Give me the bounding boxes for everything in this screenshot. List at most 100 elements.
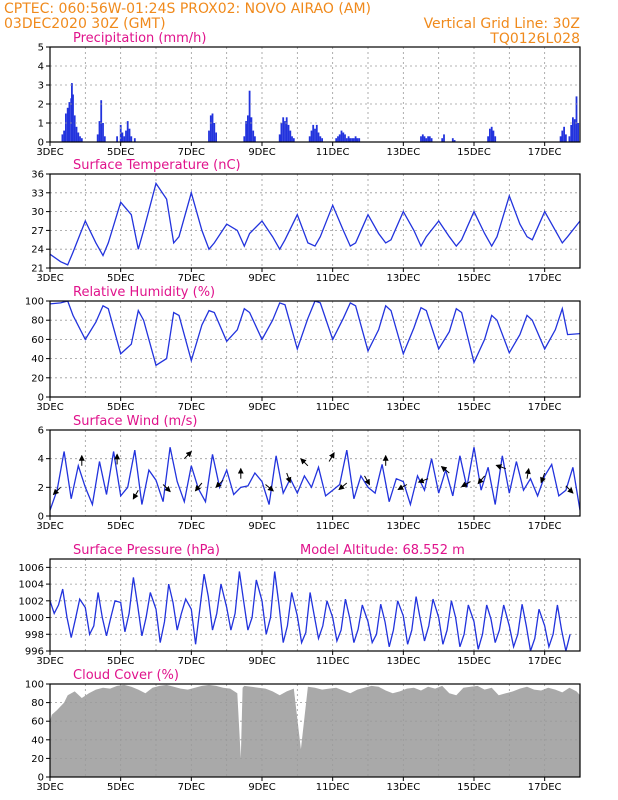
precip-xtick-label: 5DEC: [107, 147, 134, 158]
pres-xtick-label: 5DEC: [107, 656, 134, 667]
precip-bar: [100, 100, 103, 142]
precip-bar: [494, 136, 497, 142]
cloud-xtick-label: 5DEC: [107, 782, 134, 793]
pres-title: Surface Pressure (hPa): [73, 543, 220, 558]
precip-bar: [358, 138, 361, 142]
temp-xtick-label: 11DEC: [316, 273, 350, 284]
precip-bar: [356, 138, 359, 142]
rh-ytick-label: 100: [25, 297, 44, 308]
precip-title: Precipitation (mm/h): [73, 31, 206, 46]
wind-xtick-label: 9DEC: [248, 521, 275, 532]
temp-ytick-label: 30: [31, 207, 44, 218]
precip-xtick-label: 13DEC: [386, 147, 420, 158]
precip-bar: [128, 128, 131, 142]
rh-ytick-label: 80: [31, 316, 44, 327]
precip-bar: [314, 128, 316, 142]
precip-bar: [345, 138, 348, 142]
temp-title: Surface Temperature (nC): [73, 158, 241, 173]
precip-bar: [278, 134, 281, 142]
wind-arrow: [460, 481, 471, 488]
pres-line: [50, 571, 571, 651]
rh-xtick-label: 5DEC: [107, 402, 134, 413]
wind-arrow: [300, 458, 309, 467]
precip-bar: [250, 117, 253, 142]
wind-frame: [49, 429, 581, 517]
temp-ytick-label: 24: [31, 245, 44, 256]
rh-frame: [49, 300, 581, 398]
pres-xtick-label: 17DEC: [528, 656, 562, 667]
cloud-xtick-label: 15DEC: [457, 782, 491, 793]
header-model: TQ0126L028: [489, 31, 580, 47]
wind-arrow: [565, 485, 574, 494]
precip-bar: [65, 113, 67, 142]
precip-bar: [563, 126, 565, 142]
precip-bar: [561, 130, 564, 142]
pres-xtick-label: 15DEC: [457, 656, 491, 667]
wind-title: Surface Wind (m/s): [73, 414, 197, 429]
precip-bar: [423, 136, 426, 142]
precip-bar: [349, 138, 352, 142]
pres-ytick-label: 1002: [19, 596, 44, 607]
precip-bar: [71, 83, 73, 142]
precip-ytick-label: 2: [38, 100, 44, 111]
precip-xtick-label: 17DEC: [528, 147, 562, 158]
precip-bar: [280, 123, 283, 142]
wind-arrow: [215, 479, 224, 488]
wind-arrow: [495, 464, 506, 470]
temp-ytick-label: 21: [31, 264, 44, 275]
wind-arrow: [440, 465, 450, 474]
precip-bar: [98, 121, 101, 142]
cloud-title: Cloud Cover (%): [73, 668, 179, 683]
precip-xtick-label: 15DEC: [457, 147, 491, 158]
wind-xtick-label: 5DEC: [107, 521, 134, 532]
wind-arrow: [265, 484, 274, 492]
precip-bar: [453, 140, 456, 142]
wind-arrow: [364, 475, 371, 486]
precip-bar: [103, 136, 106, 142]
precip-bar: [245, 121, 247, 142]
precip-bar: [77, 132, 80, 142]
precip-bar: [420, 136, 422, 142]
temp-ytick-label: 27: [31, 226, 44, 237]
cloud-xtick-label: 9DEC: [248, 782, 275, 793]
precip-bar: [489, 128, 491, 142]
precip-bar: [575, 96, 578, 142]
panel-pres: 996 998 1000 1002 1004 1006 3DEC 5DEC 7DEC 9DEC 11…: [19, 543, 581, 667]
precip-bar: [487, 136, 489, 142]
panel-wind: 0 2 4 6 3DEC 5DEC 7DEC 9DEC 11DEC 13DEC 15DEC 17DEC…: [36, 414, 581, 532]
wind-ytick-label: 0: [38, 512, 44, 523]
cloud-ytick-label: 60: [31, 717, 44, 728]
cloud-xtick-label: 11DEC: [316, 782, 350, 793]
rh-xtick-label: 11DEC: [316, 402, 350, 413]
panels: 0 1 2 3 4 5 3DEC 5DEC 7DEC 9DEC 11DEC 13DEC 15DEC 17D…: [19, 31, 581, 793]
wind-arrow: [328, 452, 335, 462]
wind-xtick-label: 15DEC: [457, 521, 491, 532]
temp-xtick-label: 9DEC: [248, 273, 275, 284]
precip-bar: [451, 138, 454, 142]
temp-xtick-label: 3DEC: [36, 273, 63, 284]
precip-bar: [72, 94, 74, 142]
precip-bar: [353, 138, 355, 142]
precip-ytick-label: 3: [38, 81, 44, 92]
precip-xtick-label: 9DEC: [248, 147, 275, 158]
precip-bar: [215, 132, 217, 142]
precip-bar: [570, 124, 573, 142]
precip-bar: [121, 132, 124, 142]
wind-xtick-label: 3DEC: [36, 521, 63, 532]
temp-frame: [49, 173, 581, 269]
precip-bar: [344, 134, 346, 142]
wind-arrow: [524, 467, 531, 479]
precip-bar: [421, 134, 424, 142]
precip-bar: [351, 138, 353, 142]
temp-xtick-label: 7DEC: [178, 273, 205, 284]
pres-ytick-label: 996: [25, 647, 44, 658]
temp-xtick-label: 17DEC: [528, 273, 562, 284]
pres-annotation: Model Altitude: 68.552 m: [300, 543, 465, 558]
precip-bar: [321, 138, 323, 142]
precip-bar: [73, 115, 76, 142]
panel-temp: 21 24 27 30 33 36 3DEC 5DEC 7DEC 9DEC 11DEC 13DEC 15…: [31, 158, 581, 284]
temp-ytick-label: 36: [31, 170, 44, 181]
precip-bar: [292, 138, 295, 142]
pres-ytick-label: 1004: [19, 580, 44, 591]
panel-rh: 0 20 40 60 80 100 3DEC 5DEC 7DEC 9DEC 11DEC 13DEC 15…: [25, 285, 581, 413]
